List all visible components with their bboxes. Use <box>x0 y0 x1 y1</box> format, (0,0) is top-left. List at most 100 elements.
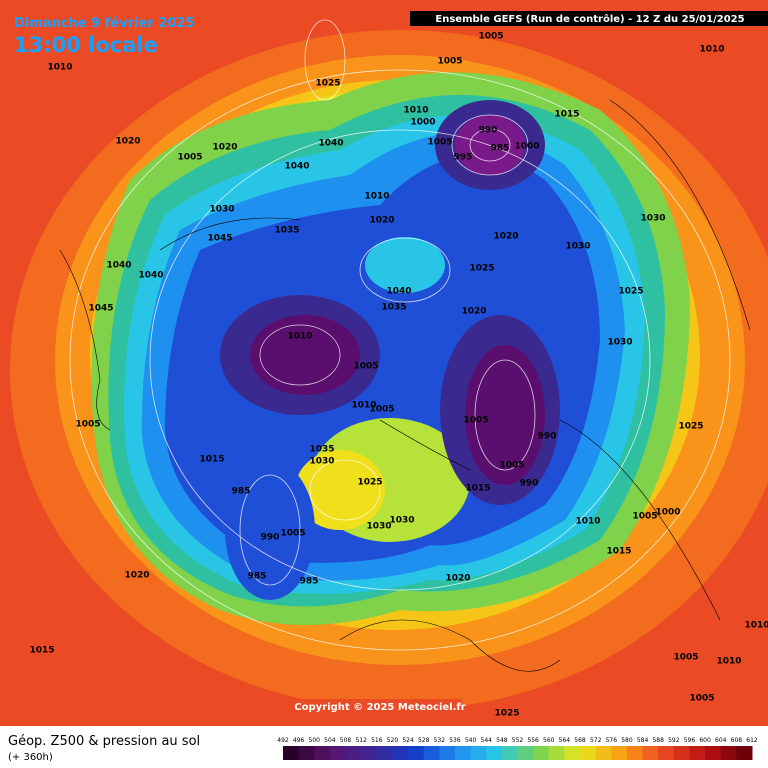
pressure-label: 1020 <box>115 137 140 147</box>
pressure-label: 990 <box>538 432 557 442</box>
pressure-label: 1035 <box>274 226 299 236</box>
pressure-label: 1020 <box>445 574 470 584</box>
colorbar-label: 540 <box>465 737 477 744</box>
pressure-label: 1040 <box>318 139 343 149</box>
colorbar-cell <box>720 746 737 760</box>
pressure-label: 1030 <box>640 214 665 224</box>
colorbar-label: 580 <box>621 737 633 744</box>
colorbar-cell <box>595 746 612 760</box>
colorbar-label: 532 <box>434 737 446 744</box>
colorbar-cell <box>408 746 425 760</box>
pressure-label: 1030 <box>607 338 632 348</box>
colorbar-cell <box>283 746 300 760</box>
pressure-label: 1025 <box>469 264 494 274</box>
colorbar-label: 520 <box>387 737 399 744</box>
pressure-label: 1005 <box>632 512 657 522</box>
colorbar-label: 588 <box>652 737 664 744</box>
colorbar-cell <box>345 746 362 760</box>
pressure-label: 1020 <box>461 307 486 317</box>
pressure-label: 1005 <box>437 57 462 67</box>
colorbar-label: 528 <box>418 737 430 744</box>
colorbar-label: 592 <box>668 737 680 744</box>
pressure-label: 1005 <box>75 420 100 430</box>
pressure-label: 990 <box>479 126 498 136</box>
colorbar-cell <box>470 746 487 760</box>
lead-time: (+ 360h) <box>8 752 53 763</box>
colorbar-label: 556 <box>527 737 539 744</box>
pressure-label: 1005 <box>369 405 394 415</box>
pressure-label: 1015 <box>606 547 631 557</box>
pressure-label: 1010 <box>403 106 428 116</box>
colorbar-cell <box>580 746 597 760</box>
colorbar-label: 504 <box>324 737 336 744</box>
pressure-label: 1035 <box>309 445 334 455</box>
colorbar-cell <box>486 746 503 760</box>
pressure-label: 1015 <box>465 484 490 494</box>
colorbar-label: 576 <box>606 737 618 744</box>
colorbar-label: 612 <box>746 737 758 744</box>
pressure-label: 1030 <box>565 242 590 252</box>
pressure-label: 1005 <box>673 653 698 663</box>
colorbar-label: 584 <box>637 737 649 744</box>
pressure-label: 1000 <box>410 118 435 128</box>
colorbar-cell <box>736 746 753 760</box>
colorbar-label: 560 <box>543 737 555 744</box>
colorbar-cell <box>314 746 331 760</box>
pressure-label: 1010 <box>287 332 312 342</box>
pressure-label: 990 <box>261 533 280 543</box>
pressure-label: 1010 <box>699 45 724 55</box>
colorbar-cell <box>392 746 409 760</box>
variable-title: Géop. Z500 & pression au sol <box>8 734 200 749</box>
colorbar-label: 568 <box>574 737 586 744</box>
colorbar-label: 564 <box>559 737 571 744</box>
pressure-label: 1035 <box>381 303 406 313</box>
colorbar-label: 608 <box>731 737 743 744</box>
colorbar-label: 604 <box>715 737 727 744</box>
pressure-label: 1005 <box>463 416 488 426</box>
pressure-label: 1020 <box>369 216 394 226</box>
pressure-label: 1005 <box>689 694 714 704</box>
pressure-label: 1025 <box>357 478 382 488</box>
pressure-label: 1010 <box>364 192 389 202</box>
pressure-label: 1010 <box>575 517 600 527</box>
pressure-label: 1040 <box>284 162 309 172</box>
pressure-label: 1040 <box>138 271 163 281</box>
pressure-label: 1010 <box>716 657 741 667</box>
colorbar-cell <box>423 746 440 760</box>
colorbar-cell <box>564 746 581 760</box>
colorbar-cell <box>329 746 347 760</box>
run-info: Ensemble GEFS (Run de contrôle) - 12 Z d… <box>435 13 744 25</box>
pressure-label: 1030 <box>366 522 391 532</box>
z500-field <box>10 30 768 710</box>
isobars <box>69 19 731 651</box>
pressure-label: 1005 <box>499 461 524 471</box>
pressure-label: 1025 <box>618 287 643 297</box>
pressure-label: 1005 <box>177 153 202 163</box>
pressure-label: 1025 <box>315 79 340 89</box>
colorbar-label: 512 <box>355 737 367 744</box>
pressure-label: 985 <box>248 572 267 582</box>
pressure-label: 1000 <box>514 142 539 152</box>
pressure-label: 995 <box>454 153 473 163</box>
colorbar-label: 600 <box>699 737 711 744</box>
pressure-label: 1045 <box>207 234 232 244</box>
pressure-label: 1025 <box>678 422 703 432</box>
colorbar-cell <box>376 746 393 760</box>
pressure-label: 1015 <box>29 646 54 656</box>
pressure-label: 1030 <box>389 516 414 526</box>
colorbar-cell <box>642 746 659 760</box>
colorbar-label: 536 <box>449 737 461 744</box>
colorbar-label: 596 <box>684 737 696 744</box>
copyright: Copyright © 2025 Meteociel.fr <box>294 702 465 713</box>
colorbar-label: 552 <box>512 737 524 744</box>
coastlines <box>59 99 751 672</box>
colorbar-label: 508 <box>340 737 352 744</box>
pressure-label: 1020 <box>212 143 237 153</box>
pressure-label: 1005 <box>280 529 305 539</box>
colorbar-cell <box>454 746 472 760</box>
colorbar-label: 496 <box>293 737 305 744</box>
colorbar-cell <box>439 746 456 760</box>
pressure-label: 1025 <box>494 709 519 719</box>
pressure-label: 1015 <box>199 455 224 465</box>
